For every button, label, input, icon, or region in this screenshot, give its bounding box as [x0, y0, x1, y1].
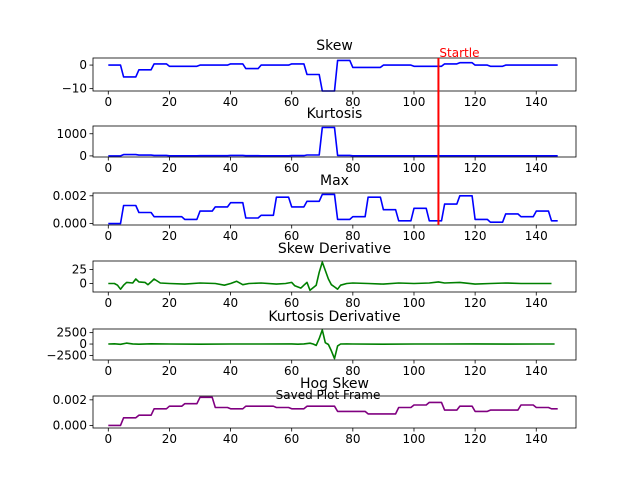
- kurtosis-derivative-ytick-label: 0: [79, 337, 87, 351]
- skew-derivative-xtick-label: 100: [403, 296, 426, 310]
- hog-skew-xtick-label: 140: [525, 432, 548, 446]
- hog-skew-xtick-label: 120: [464, 432, 487, 446]
- kurtosis-title: Kurtosis: [307, 106, 363, 122]
- skew-xtick-label: 40: [223, 95, 238, 109]
- kurtosis-derivative-subplot: Kurtosis Derivative 0 20 40 60 80 100 120 140 250…: [46, 309, 577, 378]
- skew-axes-frame: [92, 57, 577, 92]
- skew-derivative-series-line-0: [108, 261, 552, 292]
- hog-skew-xtick-label: 0: [104, 432, 112, 446]
- kurtosis-series-line-0: [108, 126, 558, 157]
- kurtosis-derivative-xtick-label: 120: [464, 364, 487, 378]
- max-xtick-label: 140: [525, 229, 548, 243]
- kurtosis-xtick-label: 20: [162, 161, 177, 175]
- hog-skew-xtick-label: 20: [162, 432, 177, 446]
- hog-skew-series-line-0: [108, 396, 558, 427]
- startle-annotation: Startle: [437, 46, 479, 225]
- max-ytick-label: 0.000: [53, 217, 87, 231]
- skew-xtick-label: 120: [464, 95, 487, 109]
- skew-derivative-xtick-label: 60: [284, 296, 299, 310]
- skew-derivative-xtick-label: 80: [345, 296, 360, 310]
- kurtosis-xtick-label: 60: [284, 161, 299, 175]
- max-xtick-label: 80: [345, 229, 360, 243]
- kurtosis-derivative-axes-frame: [92, 328, 577, 361]
- kurtosis-xtick-label: 80: [345, 161, 360, 175]
- hog-skew-subplot: Hog Skew 0 20 40 60 80 100 120 140 0.000 0.002: [53, 376, 577, 446]
- figure-caption: Saved Plot Frame: [276, 388, 381, 402]
- skew-ytick-label: −10: [62, 82, 87, 96]
- kurtosis-xtick-label: 100: [403, 161, 426, 175]
- hog-skew-ytick-label: 0.002: [53, 393, 87, 407]
- kurtosis-derivative-xtick-label: 0: [104, 364, 112, 378]
- skew-series-line-0: [108, 59, 558, 92]
- kurtosis-derivative-title: Kurtosis Derivative: [268, 309, 400, 325]
- kurtosis-ytick-label: 0: [79, 149, 87, 163]
- max-xtick-label: 20: [162, 229, 177, 243]
- skew-derivative-xtick-label: 40: [223, 296, 238, 310]
- skew-derivative-title: Skew Derivative: [278, 241, 391, 257]
- skew-subplot: Skew 0 20 40 60 80 100 120 140 0 −10: [62, 38, 577, 109]
- skew-derivative-xtick-label: 120: [464, 296, 487, 310]
- kurtosis-xtick-label: 40: [223, 161, 238, 175]
- skew-derivative-ytick-label: 25: [72, 262, 87, 276]
- skew-ytick-label: 0: [79, 58, 87, 72]
- max-subplot: Max 0 20 40 60 80 100 120 140 0.000 0.002: [53, 173, 577, 243]
- max-xtick-label: 100: [403, 229, 426, 243]
- skew-derivative-ytick-label: 0: [79, 277, 87, 291]
- max-xtick-label: 40: [223, 229, 238, 243]
- hog-skew-xtick-label: 80: [345, 432, 360, 446]
- skew-title: Skew: [316, 38, 353, 54]
- kurtosis-derivative-xtick-label: 40: [223, 364, 238, 378]
- skew-xtick-label: 140: [525, 95, 548, 109]
- kurtosis-derivative-ytick-label: 2500: [56, 326, 87, 340]
- hog-skew-xtick-label: 100: [403, 432, 426, 446]
- hog-skew-title: Hog Skew: [300, 376, 369, 392]
- max-xtick-label: 120: [464, 229, 487, 243]
- kurtosis-derivative-xtick-label: 100: [403, 364, 426, 378]
- max-xtick-label: 60: [284, 229, 299, 243]
- skew-derivative-axes-frame: [92, 260, 577, 293]
- max-axes-frame: [92, 192, 577, 226]
- kurtosis-derivative-xtick-label: 60: [284, 364, 299, 378]
- max-series-line-0: [108, 193, 558, 225]
- kurtosis-derivative-xtick-label: 140: [525, 364, 548, 378]
- startle-label: Startle: [439, 46, 479, 60]
- max-ytick-label: 0.002: [53, 189, 87, 203]
- kurtosis-xtick-label: 0: [104, 161, 112, 175]
- max-title: Max: [320, 173, 349, 189]
- kurtosis-xtick-label: 140: [525, 161, 548, 175]
- kurtosis-derivative-series-line-0: [108, 329, 555, 360]
- skew-xtick-label: 100: [403, 95, 426, 109]
- hog-skew-axes-frame: [92, 395, 577, 429]
- skew-derivative-xtick-label: 20: [162, 296, 177, 310]
- kurtosis-derivative-ytick-label: −2500: [46, 348, 87, 362]
- kurtosis-xtick-label: 120: [464, 161, 487, 175]
- max-xtick-label: 0: [104, 229, 112, 243]
- kurtosis-derivative-xtick-label: 80: [345, 364, 360, 378]
- skew-derivative-xtick-label: 0: [104, 296, 112, 310]
- skew-xtick-label: 20: [162, 95, 177, 109]
- kurtosis-subplot: Kurtosis 0 20 40 60 80 100 120 140 0 1000: [56, 106, 577, 175]
- kurtosis-ytick-label: 1000: [56, 127, 87, 141]
- kurtosis-derivative-xtick-label: 20: [162, 364, 177, 378]
- hog-skew-xtick-label: 40: [223, 432, 238, 446]
- hog-skew-xtick-label: 60: [284, 432, 299, 446]
- skew-xtick-label: 0: [104, 95, 112, 109]
- skew-derivative-xtick-label: 140: [525, 296, 548, 310]
- skew-xtick-label: 60: [284, 95, 299, 109]
- kurtosis-axes-frame: [92, 125, 577, 158]
- subplots: Skew 0 20 40 60 80 100 120 140 0 −10 Kurtosis 0 20 40 6…: [46, 38, 577, 446]
- hog-skew-ytick-label: 0.000: [53, 418, 87, 432]
- skew-xtick-label: 80: [345, 95, 360, 109]
